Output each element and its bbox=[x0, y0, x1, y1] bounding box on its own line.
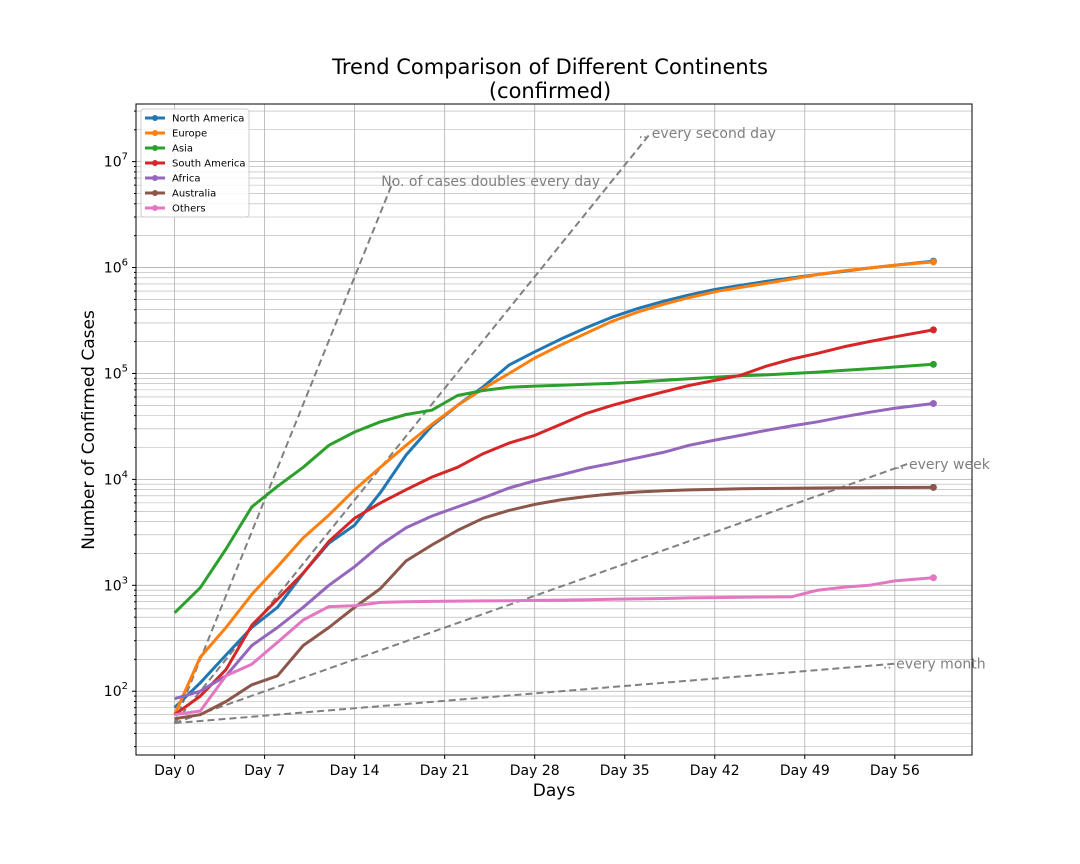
series-line bbox=[173, 362, 934, 614]
reference-line bbox=[173, 180, 395, 724]
x-tick-label: Day 14 bbox=[330, 763, 380, 779]
y-axis-ticks: 102 103 104 105 106 107 bbox=[104, 110, 136, 748]
legend-marker bbox=[152, 145, 158, 151]
series-end-point bbox=[929, 326, 937, 334]
x-tick-label: Day 49 bbox=[780, 763, 830, 779]
legend-label: Africa bbox=[172, 174, 201, 185]
chart-subtitle: (confirmed) bbox=[489, 79, 611, 103]
plot-frame bbox=[135, 103, 973, 756]
y-tick-label: 106 bbox=[104, 258, 128, 277]
y-tick-label: 103 bbox=[104, 575, 128, 594]
reference-line-label: .. every second day bbox=[638, 126, 775, 142]
x-tick-label: Day 28 bbox=[510, 763, 560, 779]
series-end-point bbox=[929, 483, 937, 491]
legend-marker bbox=[152, 115, 158, 121]
x-tick-label: Day 7 bbox=[244, 763, 285, 779]
legend-marker bbox=[152, 175, 158, 181]
legend-label: Others bbox=[172, 204, 206, 215]
x-tick-label: Day 21 bbox=[420, 763, 470, 779]
x-tick-label: Day 56 bbox=[870, 763, 920, 779]
x-tick-label: Day 35 bbox=[600, 763, 650, 779]
legend-label: North America bbox=[172, 114, 244, 125]
series-end-point bbox=[929, 574, 937, 582]
legend-label: Asia bbox=[172, 144, 193, 155]
x-tick-label: Day 42 bbox=[690, 763, 740, 779]
reference-line-label: No. of cases doubles every day bbox=[381, 174, 600, 190]
x-axis-label: Days bbox=[533, 781, 576, 801]
x-tick-label: Day 0 bbox=[154, 763, 195, 779]
legend-box bbox=[140, 108, 250, 218]
y-tick-label: 104 bbox=[104, 469, 128, 488]
series-line bbox=[174, 576, 934, 717]
chart-title: Trend Comparison of Different Continents bbox=[331, 55, 768, 79]
legend-marker bbox=[152, 190, 158, 196]
series-line bbox=[174, 402, 934, 701]
reference-line bbox=[174, 462, 909, 725]
series-line bbox=[173, 328, 934, 716]
x-axis-ticks: Day 0 Day 7 Day 14 Day 21 Day 28 Day 35 Day 42… bbox=[154, 755, 920, 779]
y-tick-label: 102 bbox=[104, 681, 128, 700]
y-tick-label: 107 bbox=[104, 152, 128, 171]
series-end-point bbox=[929, 258, 937, 266]
reference-line-label: .. every month bbox=[883, 657, 986, 673]
legend-label: South America bbox=[172, 159, 246, 170]
y-axis-label: Number of Confirmed Cases bbox=[79, 310, 99, 550]
reference-line-label: .. every week bbox=[896, 457, 991, 473]
series-end-point bbox=[929, 360, 937, 368]
legend: North America Europe Asia South America Afri… bbox=[140, 108, 250, 218]
series-lines bbox=[173, 257, 937, 721]
series-line bbox=[174, 485, 934, 721]
legend-marker bbox=[152, 205, 158, 211]
legend-marker bbox=[152, 130, 158, 136]
y-tick-label: 105 bbox=[104, 363, 128, 382]
series-end-point bbox=[929, 400, 937, 408]
gridlines bbox=[136, 104, 972, 755]
legend-label: Europe bbox=[172, 129, 207, 140]
series-line bbox=[173, 260, 934, 716]
legend-marker bbox=[152, 160, 158, 166]
legend-label: Australia bbox=[172, 189, 216, 200]
